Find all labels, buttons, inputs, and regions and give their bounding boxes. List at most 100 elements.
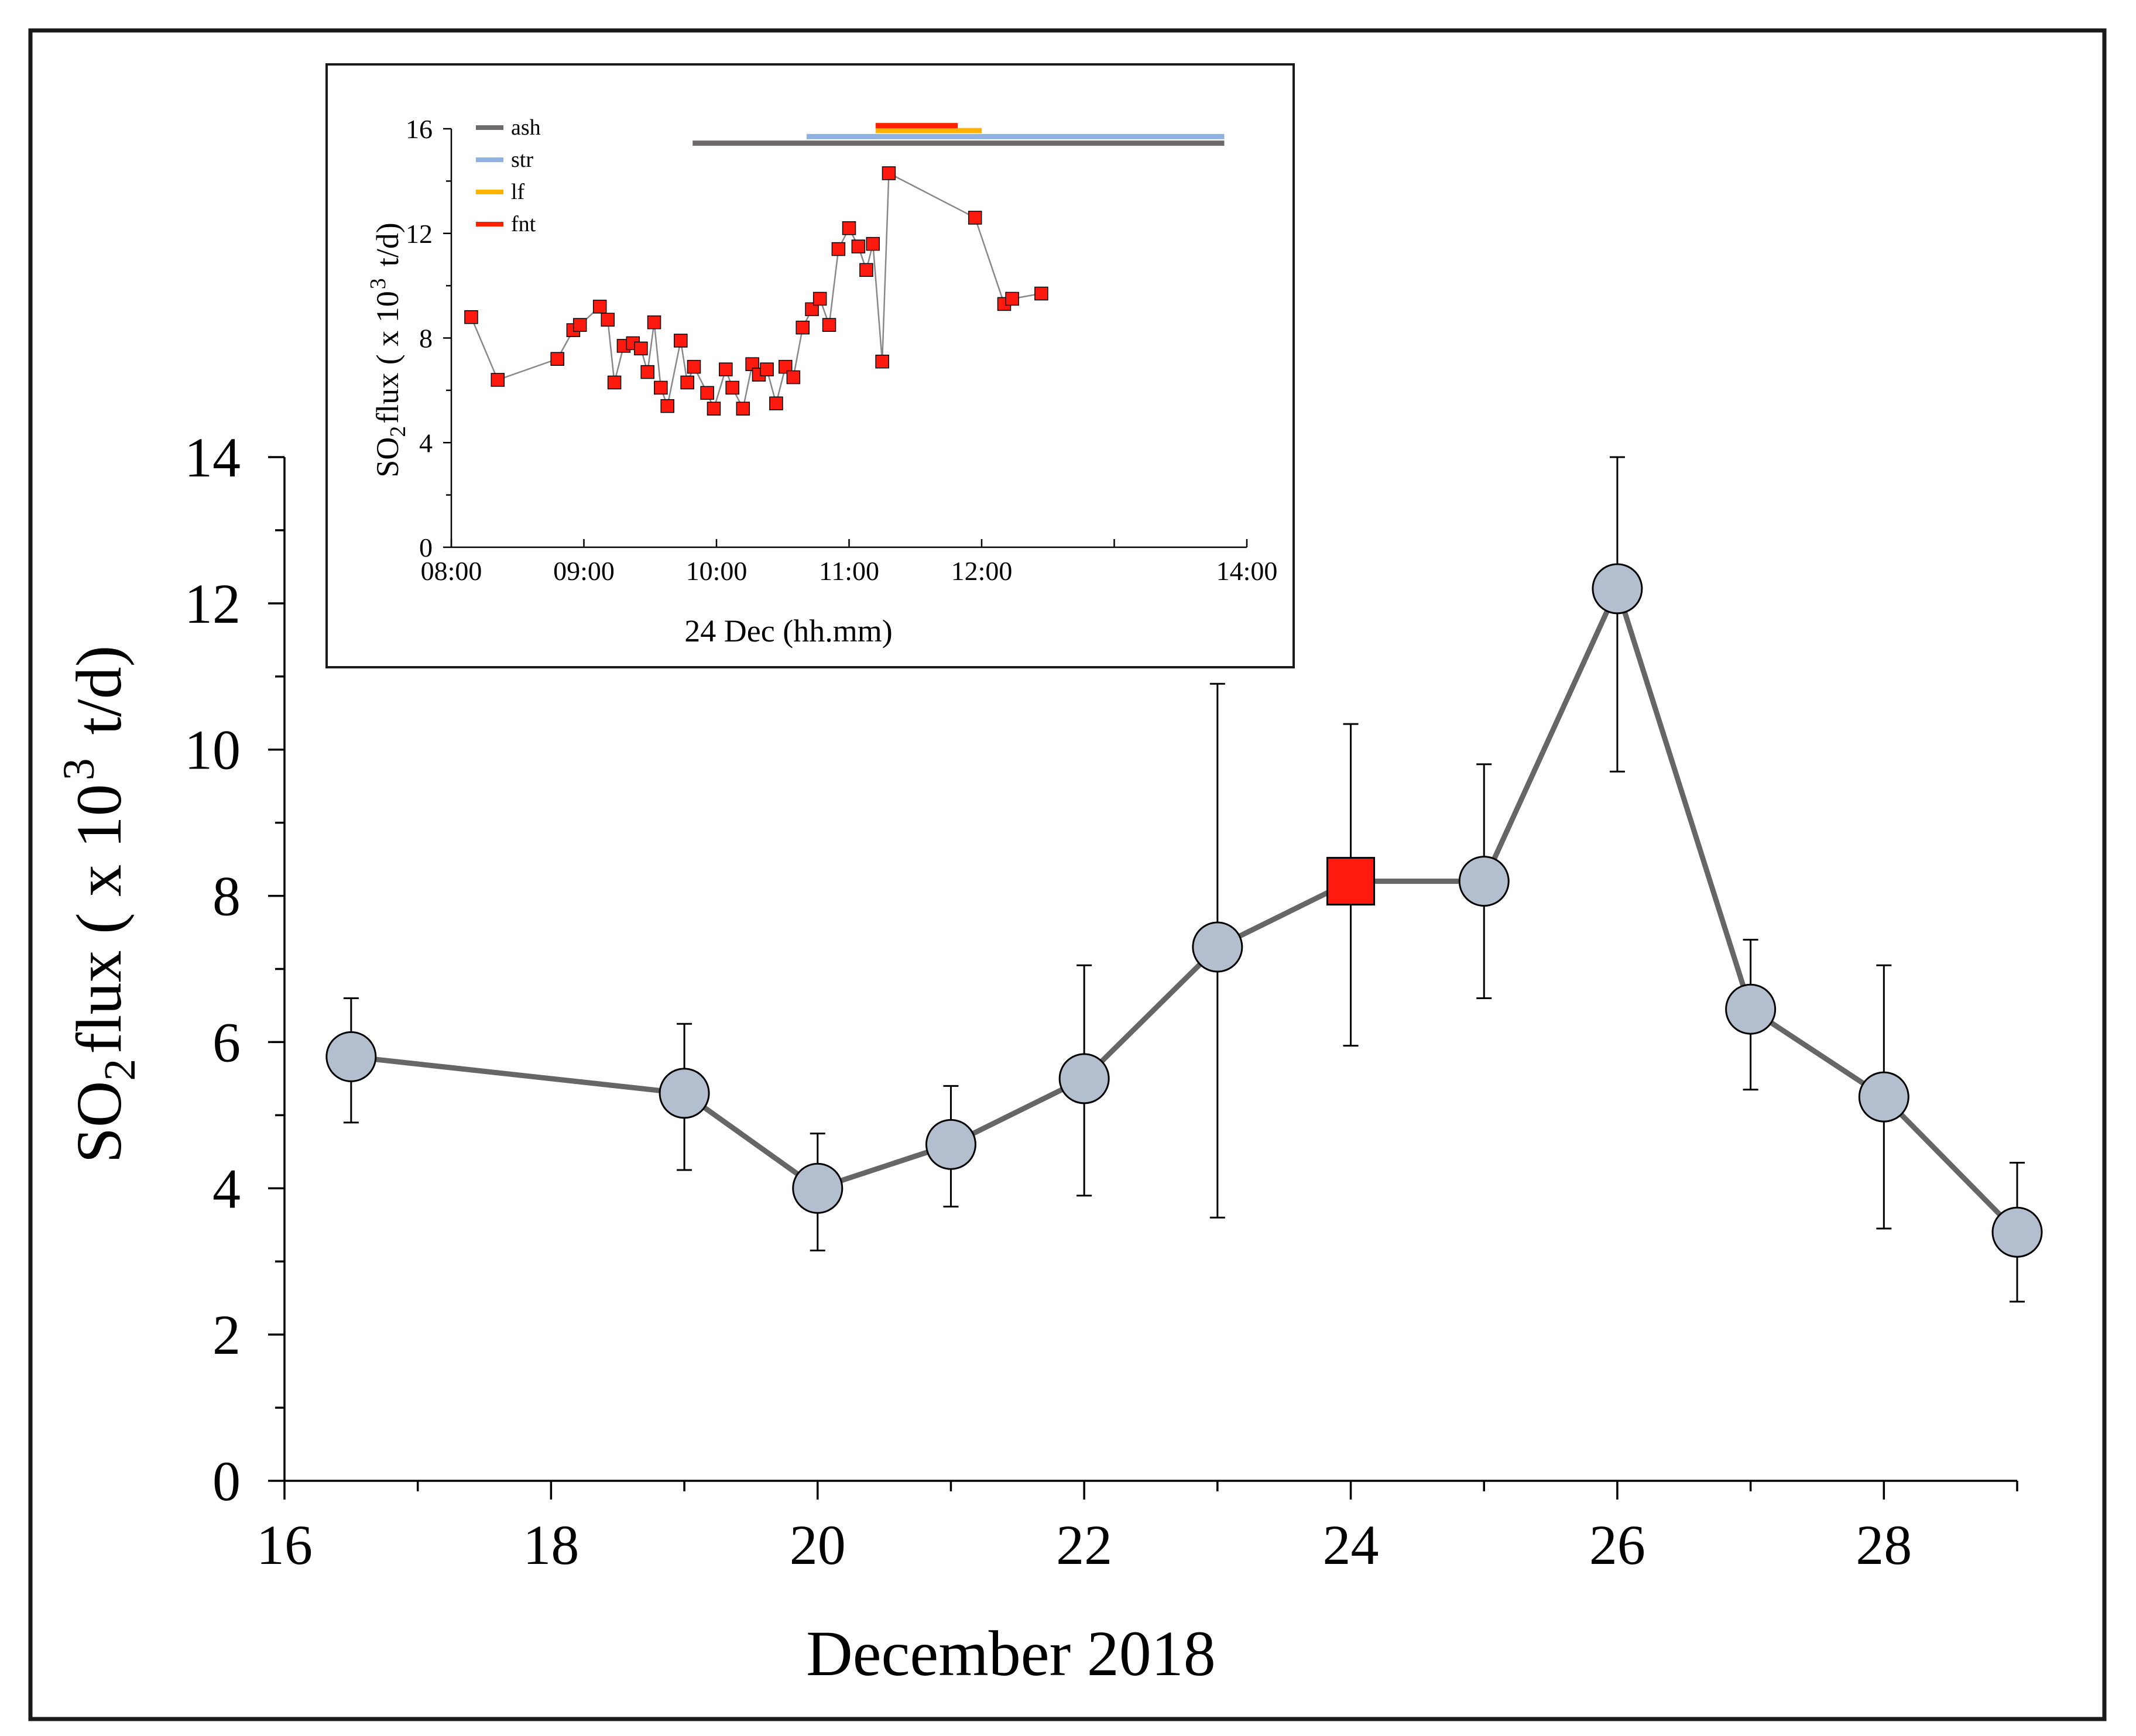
inset-data-point <box>882 166 896 180</box>
inset-x-axis-title: 24 Dec (hh.mm) <box>684 613 892 649</box>
main-x-tick-label: 20 <box>790 1514 846 1576</box>
data-point-circle <box>1058 1053 1110 1104</box>
main-y-tick-label: 6 <box>212 1011 241 1073</box>
data-point-circle <box>1858 1071 1909 1123</box>
inset-activity-bars <box>692 123 1225 146</box>
legend-label-lf: lf <box>511 180 525 204</box>
main-x-tick-label: 16 <box>256 1514 313 1576</box>
inset-x-tick-label: 12:00 <box>951 556 1013 586</box>
inset-y-title-flux: flux ( x 10 <box>370 291 405 423</box>
inset-y-tick-label: 16 <box>406 114 433 144</box>
legend-label-str: str <box>511 147 533 172</box>
inset-y-tick-label: 0 <box>419 533 433 562</box>
inset-data-point <box>725 380 739 395</box>
inset-y-title-sub-2: 2 <box>386 426 410 437</box>
y-title-sub-2: 2 <box>95 1059 145 1081</box>
inset-tick-labels: 08:00 09:00 10:00 11:00 12:00 14:00 0 4 8 12 16 <box>406 114 1277 586</box>
inset-data-point <box>660 399 674 413</box>
inset-data-point <box>822 318 836 332</box>
inset-data-point <box>572 318 587 332</box>
inset-ticks <box>443 128 1248 548</box>
inset-y-axis-title: SO2 flux ( x 10 3 t/d) <box>366 222 410 478</box>
data-point-circle <box>792 1162 844 1214</box>
inset-frame <box>325 63 1295 668</box>
inset-data-point <box>875 354 889 369</box>
inset-data-point <box>736 402 750 416</box>
main-y-tick-label: 8 <box>212 865 241 928</box>
main-series-polyline <box>351 586 2020 1234</box>
data-point-circle <box>1725 983 1777 1035</box>
inset-data-point <box>968 211 982 225</box>
main-x-tick-label: 28 <box>1856 1514 1912 1576</box>
main-y-tick-label: 2 <box>212 1303 241 1366</box>
inset-y-tick-label: 8 <box>419 324 433 354</box>
main-y-tick-label: 14 <box>184 426 241 489</box>
data-point-circle <box>325 1031 377 1082</box>
inset-data-point <box>491 373 505 387</box>
inset-data-point <box>831 242 846 256</box>
inset-data-point <box>851 239 866 253</box>
inset-y-title-unit: t/d) <box>370 222 405 266</box>
data-point-circle <box>1991 1206 2043 1258</box>
data-point-circle <box>659 1068 710 1119</box>
inset-data-point <box>640 365 654 379</box>
inset-data-point <box>654 380 668 395</box>
data-point-circle <box>1592 563 1643 615</box>
inset-data-point <box>707 402 721 416</box>
inset-data-point <box>700 386 714 400</box>
inset-x-tick-label: 11:00 <box>819 556 879 586</box>
data-point-square <box>1326 857 1376 906</box>
inset-y-title-so: SO <box>370 437 405 478</box>
main-markers <box>325 563 2043 1258</box>
inset-data-point <box>812 291 827 306</box>
inset-data-point <box>550 352 564 366</box>
main-x-tick-label: 18 <box>523 1514 579 1576</box>
inset-markers <box>464 166 1048 416</box>
y-title-flux: flux ( x 10 <box>63 784 135 1054</box>
inset-x-tick-label: 14:00 <box>1216 556 1278 586</box>
inset-data-point <box>634 341 648 356</box>
inset-data-point <box>866 236 880 251</box>
inset-data-point <box>786 370 801 385</box>
inset-data-point <box>464 310 478 324</box>
main-y-tick-label: 10 <box>184 719 241 781</box>
main-x-tick-label: 24 <box>1323 1514 1379 1576</box>
main-x-axis-title: December 2018 <box>806 1618 1215 1689</box>
main-x-tick-label: 26 <box>1589 1514 1645 1576</box>
data-point-circle <box>1192 921 1243 973</box>
inset-data-point <box>769 396 783 410</box>
inset-data-point <box>719 362 733 376</box>
inset-data-point <box>680 375 694 390</box>
inset-data-point <box>859 263 873 277</box>
main-series-line <box>351 586 2020 1234</box>
inset-data-point <box>687 359 701 374</box>
inset-legend: ash str lf fnt <box>476 115 541 236</box>
inset-data-point <box>842 221 856 235</box>
inset-data-point <box>1034 286 1048 301</box>
main-y-axis-title: SO2 flux ( x 10 3 t/d) <box>54 646 145 1164</box>
main-y-tick-label: 12 <box>184 572 241 635</box>
inset-data-point <box>760 362 774 376</box>
inset-data-point <box>647 315 661 330</box>
data-point-circle <box>1458 856 1510 907</box>
inset-x-tick-label: 08:00 <box>421 556 482 586</box>
inset-y-title-sup-3: 3 <box>366 278 390 289</box>
inset-y-tick-label: 4 <box>419 428 433 458</box>
data-point-circle <box>925 1119 976 1170</box>
inset-data-point <box>805 302 819 317</box>
inset-x-tick-label: 09:00 <box>553 556 615 586</box>
y-title-unit: t/d) <box>63 646 135 735</box>
inset-data-point <box>779 359 793 374</box>
main-y-tick-label: 4 <box>212 1157 241 1220</box>
legend-label-ash: ash <box>511 115 541 140</box>
inset-x-tick-label: 10:00 <box>686 556 748 586</box>
main-ticks <box>268 456 2018 1500</box>
inset-chart: 08:00 09:00 10:00 11:00 12:00 14:00 0 4 8 12 16 as… <box>325 63 1295 668</box>
y-title-sup-3: 3 <box>54 758 104 780</box>
inset-data-point <box>607 375 622 390</box>
inset-data-point <box>1005 291 1019 306</box>
